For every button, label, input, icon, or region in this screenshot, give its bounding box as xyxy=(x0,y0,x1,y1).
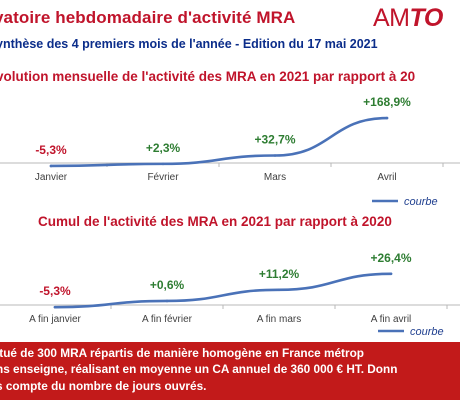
data-point xyxy=(385,116,389,120)
data-point xyxy=(49,164,53,168)
footer-line-3: s compte du nombre de jours ouvrés. xyxy=(0,379,207,393)
data-point xyxy=(273,154,277,157)
footer-line-2: ns enseigne, réalisant en moyenne un CA … xyxy=(0,362,398,376)
data-label: +0,6% xyxy=(150,278,185,292)
data-label: +26,4% xyxy=(370,251,411,265)
x-tick-label: A fin janvier xyxy=(29,314,81,325)
legend-label: courbe xyxy=(410,326,444,338)
series-line-courbe xyxy=(53,272,393,309)
logo-am-text: AM xyxy=(373,4,410,32)
data-label: +11,2% xyxy=(259,267,300,281)
footer-line-1: itué de 300 MRA répartis de manière homo… xyxy=(0,346,364,360)
page-subtitle: ynthèse des 4 premiers mois de l'année -… xyxy=(0,37,378,51)
methodology-footer: itué de 300 MRA répartis de manière homo… xyxy=(0,342,460,400)
x-tick-label: Mars xyxy=(264,172,286,183)
data-label: +168,9% xyxy=(363,95,411,109)
data-label: +2,3% xyxy=(146,141,181,155)
x-tick-label: Février xyxy=(147,172,179,183)
data-label: +32,7% xyxy=(254,133,295,147)
cumulative-chart-title: Cumul de l'activité des MRA en 2021 par … xyxy=(38,214,392,229)
legend-label: courbe xyxy=(404,196,438,208)
x-tick-label: A fin février xyxy=(142,314,193,325)
data-label: -5,3% xyxy=(35,143,67,157)
data-label: -5,3% xyxy=(39,284,71,298)
monthly-activity-chart: Janvier Février Mars Avril -5,3% +2,3% +32,7% +… xyxy=(0,95,460,208)
x-tick-label: A fin mars xyxy=(257,314,301,325)
data-point xyxy=(277,288,281,292)
data-point xyxy=(161,162,165,166)
cumulative-activity-chart: A fin janvier A fin février A fin mars A fi… xyxy=(0,251,460,338)
monthly-chart-title: volution mensuelle de l'activité des MRA… xyxy=(0,69,416,84)
data-point xyxy=(53,305,57,309)
logo-to-text: TO xyxy=(409,4,444,32)
series-line-courbe xyxy=(49,116,389,168)
amto-logo: AMTO xyxy=(373,4,443,32)
data-point xyxy=(165,299,169,303)
x-tick-label: Avril xyxy=(377,172,396,183)
page-title: vatoire hebdomadaire d'activité MRA xyxy=(0,8,296,27)
x-tick-label: Janvier xyxy=(35,172,68,183)
x-tick-label: A fin avril xyxy=(371,314,412,325)
data-point xyxy=(389,272,393,276)
